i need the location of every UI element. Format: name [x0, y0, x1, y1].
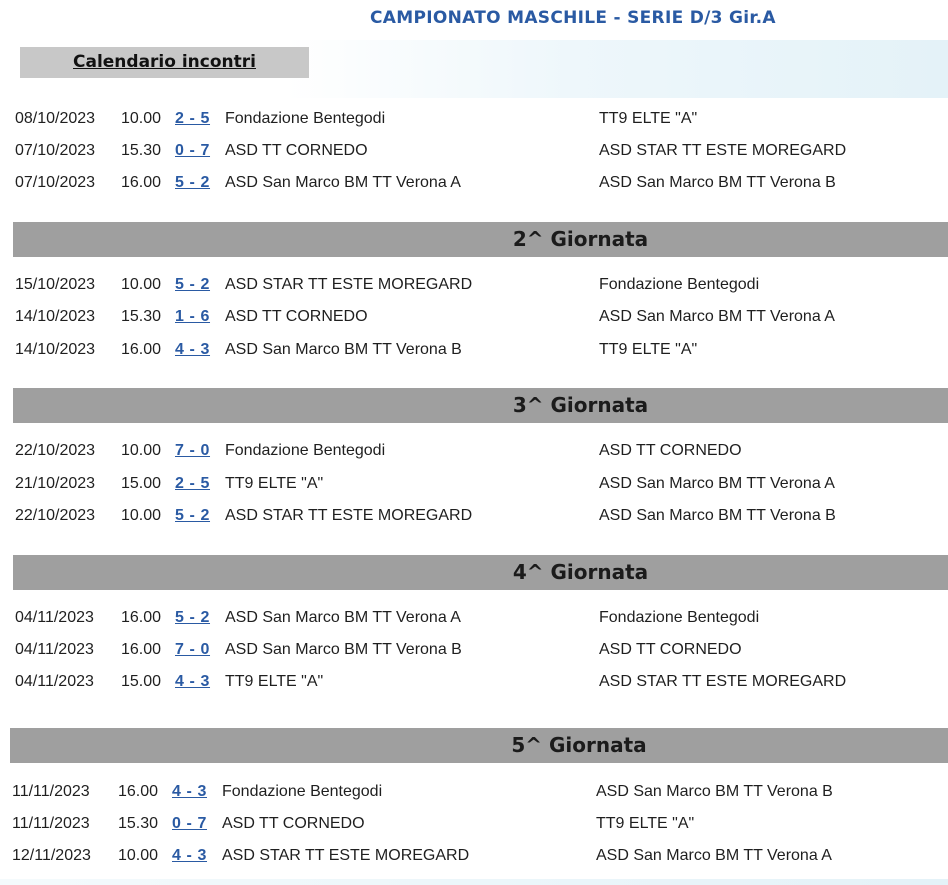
match-score-link[interactable]: 2 - 5 — [175, 475, 211, 492]
home-team: ASD San Marco BM TT Verona B — [225, 341, 462, 358]
match-time: 16.00 — [121, 174, 162, 191]
match-score-link[interactable]: 2 - 5 — [175, 110, 211, 127]
match-time: 15.00 — [121, 673, 162, 690]
home-team: ASD TT CORNEDO — [225, 308, 368, 325]
match-time: 15.00 — [121, 475, 162, 492]
away-team: Fondazione Bentegodi — [599, 609, 760, 626]
match-time: 10.00 — [121, 276, 162, 293]
match-date: 07/10/2023 — [15, 174, 96, 191]
match-score-link[interactable]: 0 - 7 — [175, 142, 211, 159]
match-score-link[interactable]: 4 - 3 — [175, 673, 211, 690]
home-team: Fondazione Bentegodi — [225, 442, 386, 459]
home-team: ASD San Marco BM TT Verona A — [225, 609, 461, 626]
away-team: ASD San Marco BM TT Verona B — [599, 507, 836, 524]
match-time: 10.00 — [121, 442, 162, 459]
home-team: ASD STAR TT ESTE MOREGARD — [225, 276, 473, 293]
match-score-link[interactable]: 7 - 0 — [175, 641, 211, 658]
footer-band — [0, 879, 948, 885]
match-date: 14/10/2023 — [15, 341, 96, 358]
away-team: ASD San Marco BM TT Verona A — [599, 308, 835, 325]
home-team: ASD TT CORNEDO — [225, 142, 368, 159]
home-team: ASD STAR TT ESTE MOREGARD — [222, 847, 470, 864]
match-date: 21/10/2023 — [15, 475, 96, 492]
match-time: 16.00 — [121, 641, 162, 658]
match-score-link[interactable]: 5 - 2 — [175, 276, 211, 293]
page-title: CAMPIONATO MASCHILE - SERIE D/3 Gir.A — [370, 8, 776, 28]
match-score-link[interactable]: 5 - 2 — [175, 507, 211, 524]
away-team: ASD STAR TT ESTE MOREGARD — [599, 673, 847, 690]
match-date: 11/11/2023 — [12, 815, 90, 832]
match-date: 15/10/2023 — [15, 276, 96, 293]
away-team: ASD San Marco BM TT Verona A — [596, 847, 832, 864]
match-date: 11/11/2023 — [12, 783, 90, 800]
match-score-link[interactable]: 0 - 7 — [172, 815, 208, 832]
away-team: Fondazione Bentegodi — [599, 276, 760, 293]
match-date: 14/10/2023 — [15, 308, 96, 325]
match-time: 16.00 — [121, 341, 162, 358]
home-team: ASD TT CORNEDO — [222, 815, 365, 832]
match-time: 10.00 — [118, 847, 159, 864]
away-team: ASD STAR TT ESTE MOREGARD — [599, 142, 847, 159]
match-time: 15.30 — [118, 815, 159, 832]
match-score-link[interactable]: 7 - 0 — [175, 442, 211, 459]
round-header: 5^ Giornata — [10, 728, 948, 763]
match-date: 22/10/2023 — [15, 507, 96, 524]
calendar-tab[interactable]: Calendario incontri — [20, 47, 309, 78]
round-header: 2^ Giornata — [13, 222, 948, 257]
match-time: 15.30 — [121, 308, 162, 325]
match-score-link[interactable]: 5 - 2 — [175, 174, 211, 191]
home-team: Fondazione Bentegodi — [225, 110, 386, 127]
home-team: ASD San Marco BM TT Verona B — [225, 641, 462, 658]
match-date: 04/11/2023 — [15, 641, 94, 658]
match-score-link[interactable]: 1 - 6 — [175, 308, 211, 325]
home-team: ASD STAR TT ESTE MOREGARD — [225, 507, 473, 524]
match-time: 15.30 — [121, 142, 162, 159]
match-date: 22/10/2023 — [15, 442, 96, 459]
round-header: 4^ Giornata — [13, 555, 948, 590]
match-time: 10.00 — [121, 110, 162, 127]
away-team: ASD TT CORNEDO — [599, 442, 742, 459]
away-team: ASD TT CORNEDO — [599, 641, 742, 658]
away-team: TT9 ELTE "A" — [596, 815, 695, 832]
away-team: ASD San Marco BM TT Verona A — [599, 475, 835, 492]
away-team: TT9 ELTE "A" — [599, 110, 698, 127]
match-score-link[interactable]: 4 - 3 — [175, 341, 211, 358]
round-header: 3^ Giornata — [13, 388, 948, 423]
match-time: 16.00 — [118, 783, 159, 800]
match-date: 08/10/2023 — [15, 110, 96, 127]
home-team: ASD San Marco BM TT Verona A — [225, 174, 461, 191]
match-score-link[interactable]: 4 - 3 — [172, 783, 208, 800]
match-date: 04/11/2023 — [15, 609, 94, 626]
away-team: ASD San Marco BM TT Verona B — [599, 174, 836, 191]
away-team: ASD San Marco BM TT Verona B — [596, 783, 833, 800]
match-score-link[interactable]: 4 - 3 — [172, 847, 208, 864]
away-team: TT9 ELTE "A" — [599, 341, 698, 358]
match-date: 12/11/2023 — [12, 847, 91, 864]
match-time: 10.00 — [121, 507, 162, 524]
home-team: TT9 ELTE "A" — [225, 673, 324, 690]
match-time: 16.00 — [121, 609, 162, 626]
match-score-link[interactable]: 5 - 2 — [175, 609, 211, 626]
home-team: TT9 ELTE "A" — [225, 475, 324, 492]
match-date: 04/11/2023 — [15, 673, 94, 690]
home-team: Fondazione Bentegodi — [222, 783, 383, 800]
match-date: 07/10/2023 — [15, 142, 96, 159]
